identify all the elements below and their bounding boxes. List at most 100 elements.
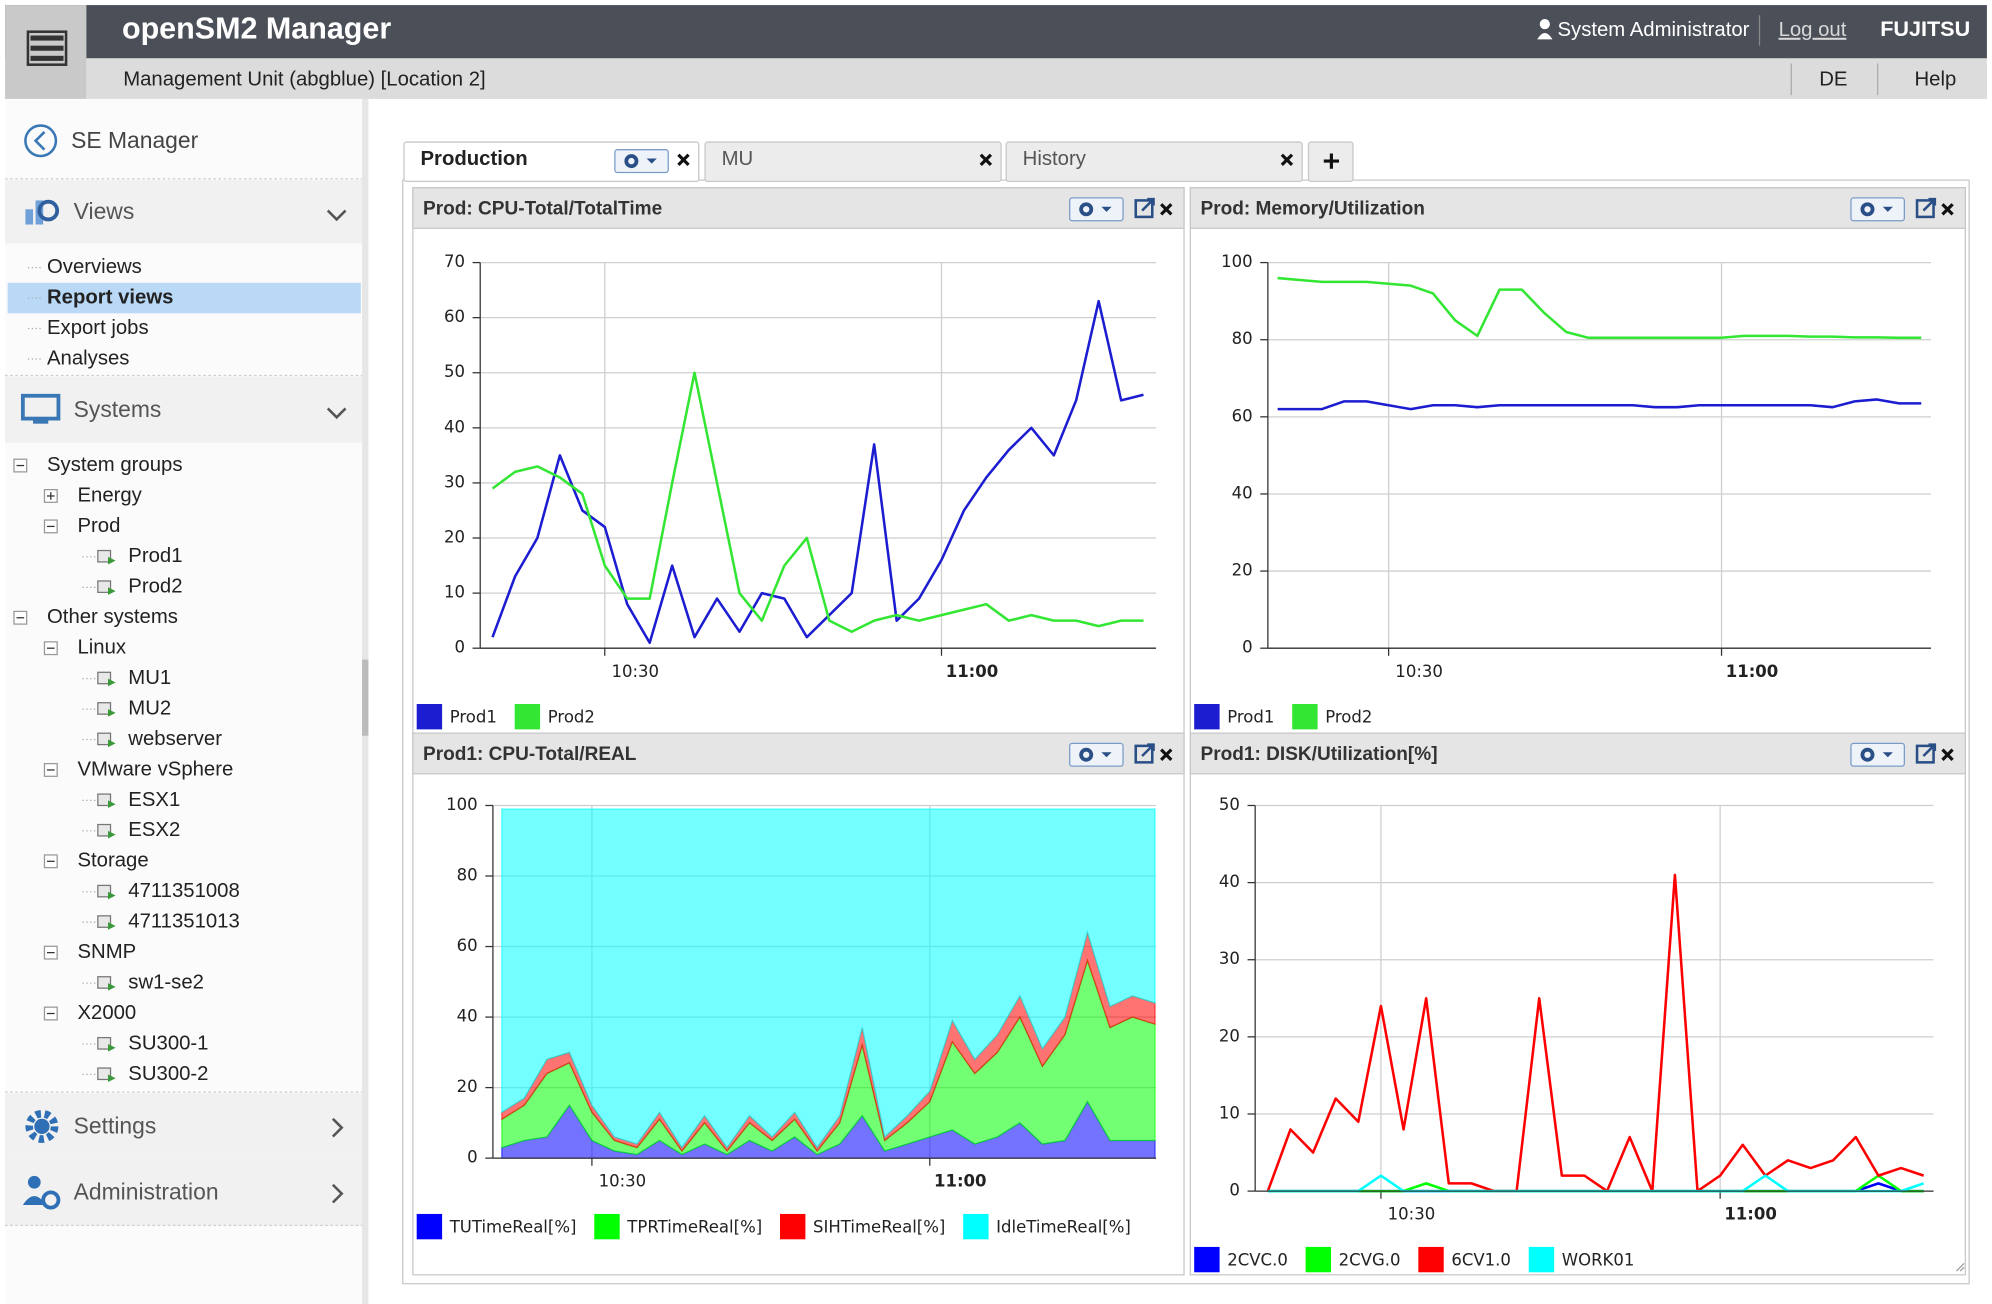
tree-item[interactable]: sw1-se2	[128, 971, 204, 993]
settings-icon	[25, 1109, 59, 1143]
panel-close[interactable]	[1941, 748, 1954, 761]
help-button[interactable]: Help	[1915, 68, 1957, 90]
y-tick-label: 40	[457, 1007, 478, 1026]
gear-icon	[1860, 747, 1875, 762]
user-icon	[1539, 19, 1550, 30]
section-header[interactable]	[5, 376, 363, 443]
tab-label: Production	[421, 148, 528, 170]
y-tick-label: 60	[457, 936, 478, 955]
tree-item[interactable]: VMware vSphere	[77, 758, 233, 780]
tree-item[interactable]: 4711351013	[128, 911, 239, 933]
y-tick-label: 100	[446, 795, 478, 814]
tab-close[interactable]	[979, 153, 993, 167]
panel-settings[interactable]	[1850, 197, 1905, 222]
legend-swatch	[514, 704, 541, 730]
section-title: Views	[74, 198, 135, 224]
system-icon	[107, 983, 116, 991]
tree-item[interactable]: ESX2	[128, 819, 180, 841]
popout-icon	[1922, 743, 1937, 757]
tree-item[interactable]: Prod1	[128, 545, 182, 567]
tree-item[interactable]: Storage	[77, 850, 148, 872]
legend-swatch	[1194, 704, 1220, 730]
tree-item[interactable]: Linux	[77, 637, 126, 659]
menu-icon	[26, 30, 68, 66]
tree-item[interactable]: webserver	[127, 728, 222, 750]
gear-icon	[1860, 202, 1875, 217]
y-tick-label: 20	[1232, 561, 1253, 580]
chart-panel	[412, 187, 1185, 734]
nav-item[interactable]: Export jobs	[47, 317, 149, 339]
system-icon	[97, 732, 112, 746]
system-icon	[97, 976, 112, 989]
system-icon	[107, 830, 116, 839]
tree-item[interactable]: ESX1	[128, 789, 180, 811]
tree-item[interactable]: MU1	[128, 667, 171, 689]
chart-panel	[1189, 187, 1966, 734]
tree-item[interactable]: X2000	[77, 1002, 136, 1024]
y-tick-label: 20	[1219, 1026, 1240, 1045]
language-button[interactable]: DE	[1819, 68, 1847, 90]
app-title: openSM2 Manager	[122, 12, 391, 46]
back-icon[interactable]	[24, 124, 58, 158]
tab[interactable]	[1005, 141, 1303, 183]
legend-swatch	[1194, 1246, 1220, 1273]
dropdown-icon	[1882, 206, 1893, 212]
tree-item[interactable]: SU300-1	[128, 1032, 208, 1054]
popout-button[interactable]	[1915, 199, 1935, 219]
settings-icon	[34, 1118, 50, 1135]
panel-settings[interactable]	[1850, 742, 1905, 767]
panel-settings[interactable]	[1069, 742, 1124, 767]
views-icon	[37, 199, 60, 222]
menu-button[interactable]	[5, 5, 87, 99]
tab[interactable]	[704, 141, 1002, 183]
legend-label: 6CV1.0	[1451, 1250, 1511, 1269]
series-line	[491, 299, 1144, 645]
y-tick-label: 40	[1232, 483, 1253, 502]
section-header[interactable]	[5, 1093, 363, 1160]
popout-button[interactable]	[1915, 744, 1935, 764]
back-link[interactable]: SE Manager	[71, 127, 198, 153]
legend-label: Prod1	[450, 707, 497, 726]
panel-close[interactable]	[1160, 203, 1173, 216]
tree-item[interactable]: System groups	[47, 454, 182, 476]
logout-link[interactable]: Log out	[1779, 19, 1847, 41]
tree-item[interactable]: Prod	[77, 515, 120, 537]
tab-settings[interactable]	[614, 149, 669, 174]
x-tick-label: 10:30	[599, 1172, 647, 1191]
scroll-thumb[interactable]	[362, 659, 369, 736]
legend-label: SIHTimeReal[%]	[813, 1217, 945, 1236]
legend-swatch	[1305, 1246, 1332, 1273]
tree-item[interactable]: SU300-2	[128, 1063, 208, 1085]
nav-item[interactable]: Report views	[47, 286, 173, 308]
system-icon	[107, 587, 116, 595]
panel-close[interactable]	[1160, 748, 1173, 761]
popout-icon	[1141, 197, 1155, 212]
y-tick-label: 10	[444, 583, 465, 602]
user-name: System Administrator	[1558, 19, 1750, 41]
chevron	[331, 1117, 344, 1138]
tree-item[interactable]: Prod2	[128, 576, 182, 598]
popout-button[interactable]	[1134, 744, 1154, 764]
nav-item[interactable]: Analyses	[47, 347, 129, 369]
chart-title: Prod: CPU-Total/TotalTime	[423, 198, 662, 219]
tab-close[interactable]	[677, 153, 690, 167]
section-title: Settings	[74, 1113, 157, 1139]
tree-item[interactable]: 4711351008	[128, 880, 239, 902]
admin-icon	[22, 1196, 46, 1206]
nav-item[interactable]: Overviews	[47, 256, 142, 278]
popout-button[interactable]	[1134, 199, 1154, 219]
panel-close[interactable]	[1941, 203, 1954, 216]
system-icon	[107, 1043, 116, 1052]
legend-label: Prod2	[548, 707, 595, 726]
tree-item[interactable]: Energy	[77, 484, 142, 506]
series-line	[1266, 873, 1925, 1193]
tree-item[interactable]: Other systems	[47, 606, 178, 628]
tree-item[interactable]: SNMP	[77, 941, 136, 963]
panel-settings[interactable]	[1069, 197, 1124, 222]
section-header[interactable]	[5, 180, 363, 244]
tab-close[interactable]	[1280, 153, 1294, 167]
chart-title: Prod1: DISK/Utilization[%]	[1201, 744, 1438, 765]
section-header[interactable]	[5, 1159, 363, 1226]
tree-item[interactable]: MU2	[128, 697, 171, 719]
panel-header	[412, 187, 1185, 229]
